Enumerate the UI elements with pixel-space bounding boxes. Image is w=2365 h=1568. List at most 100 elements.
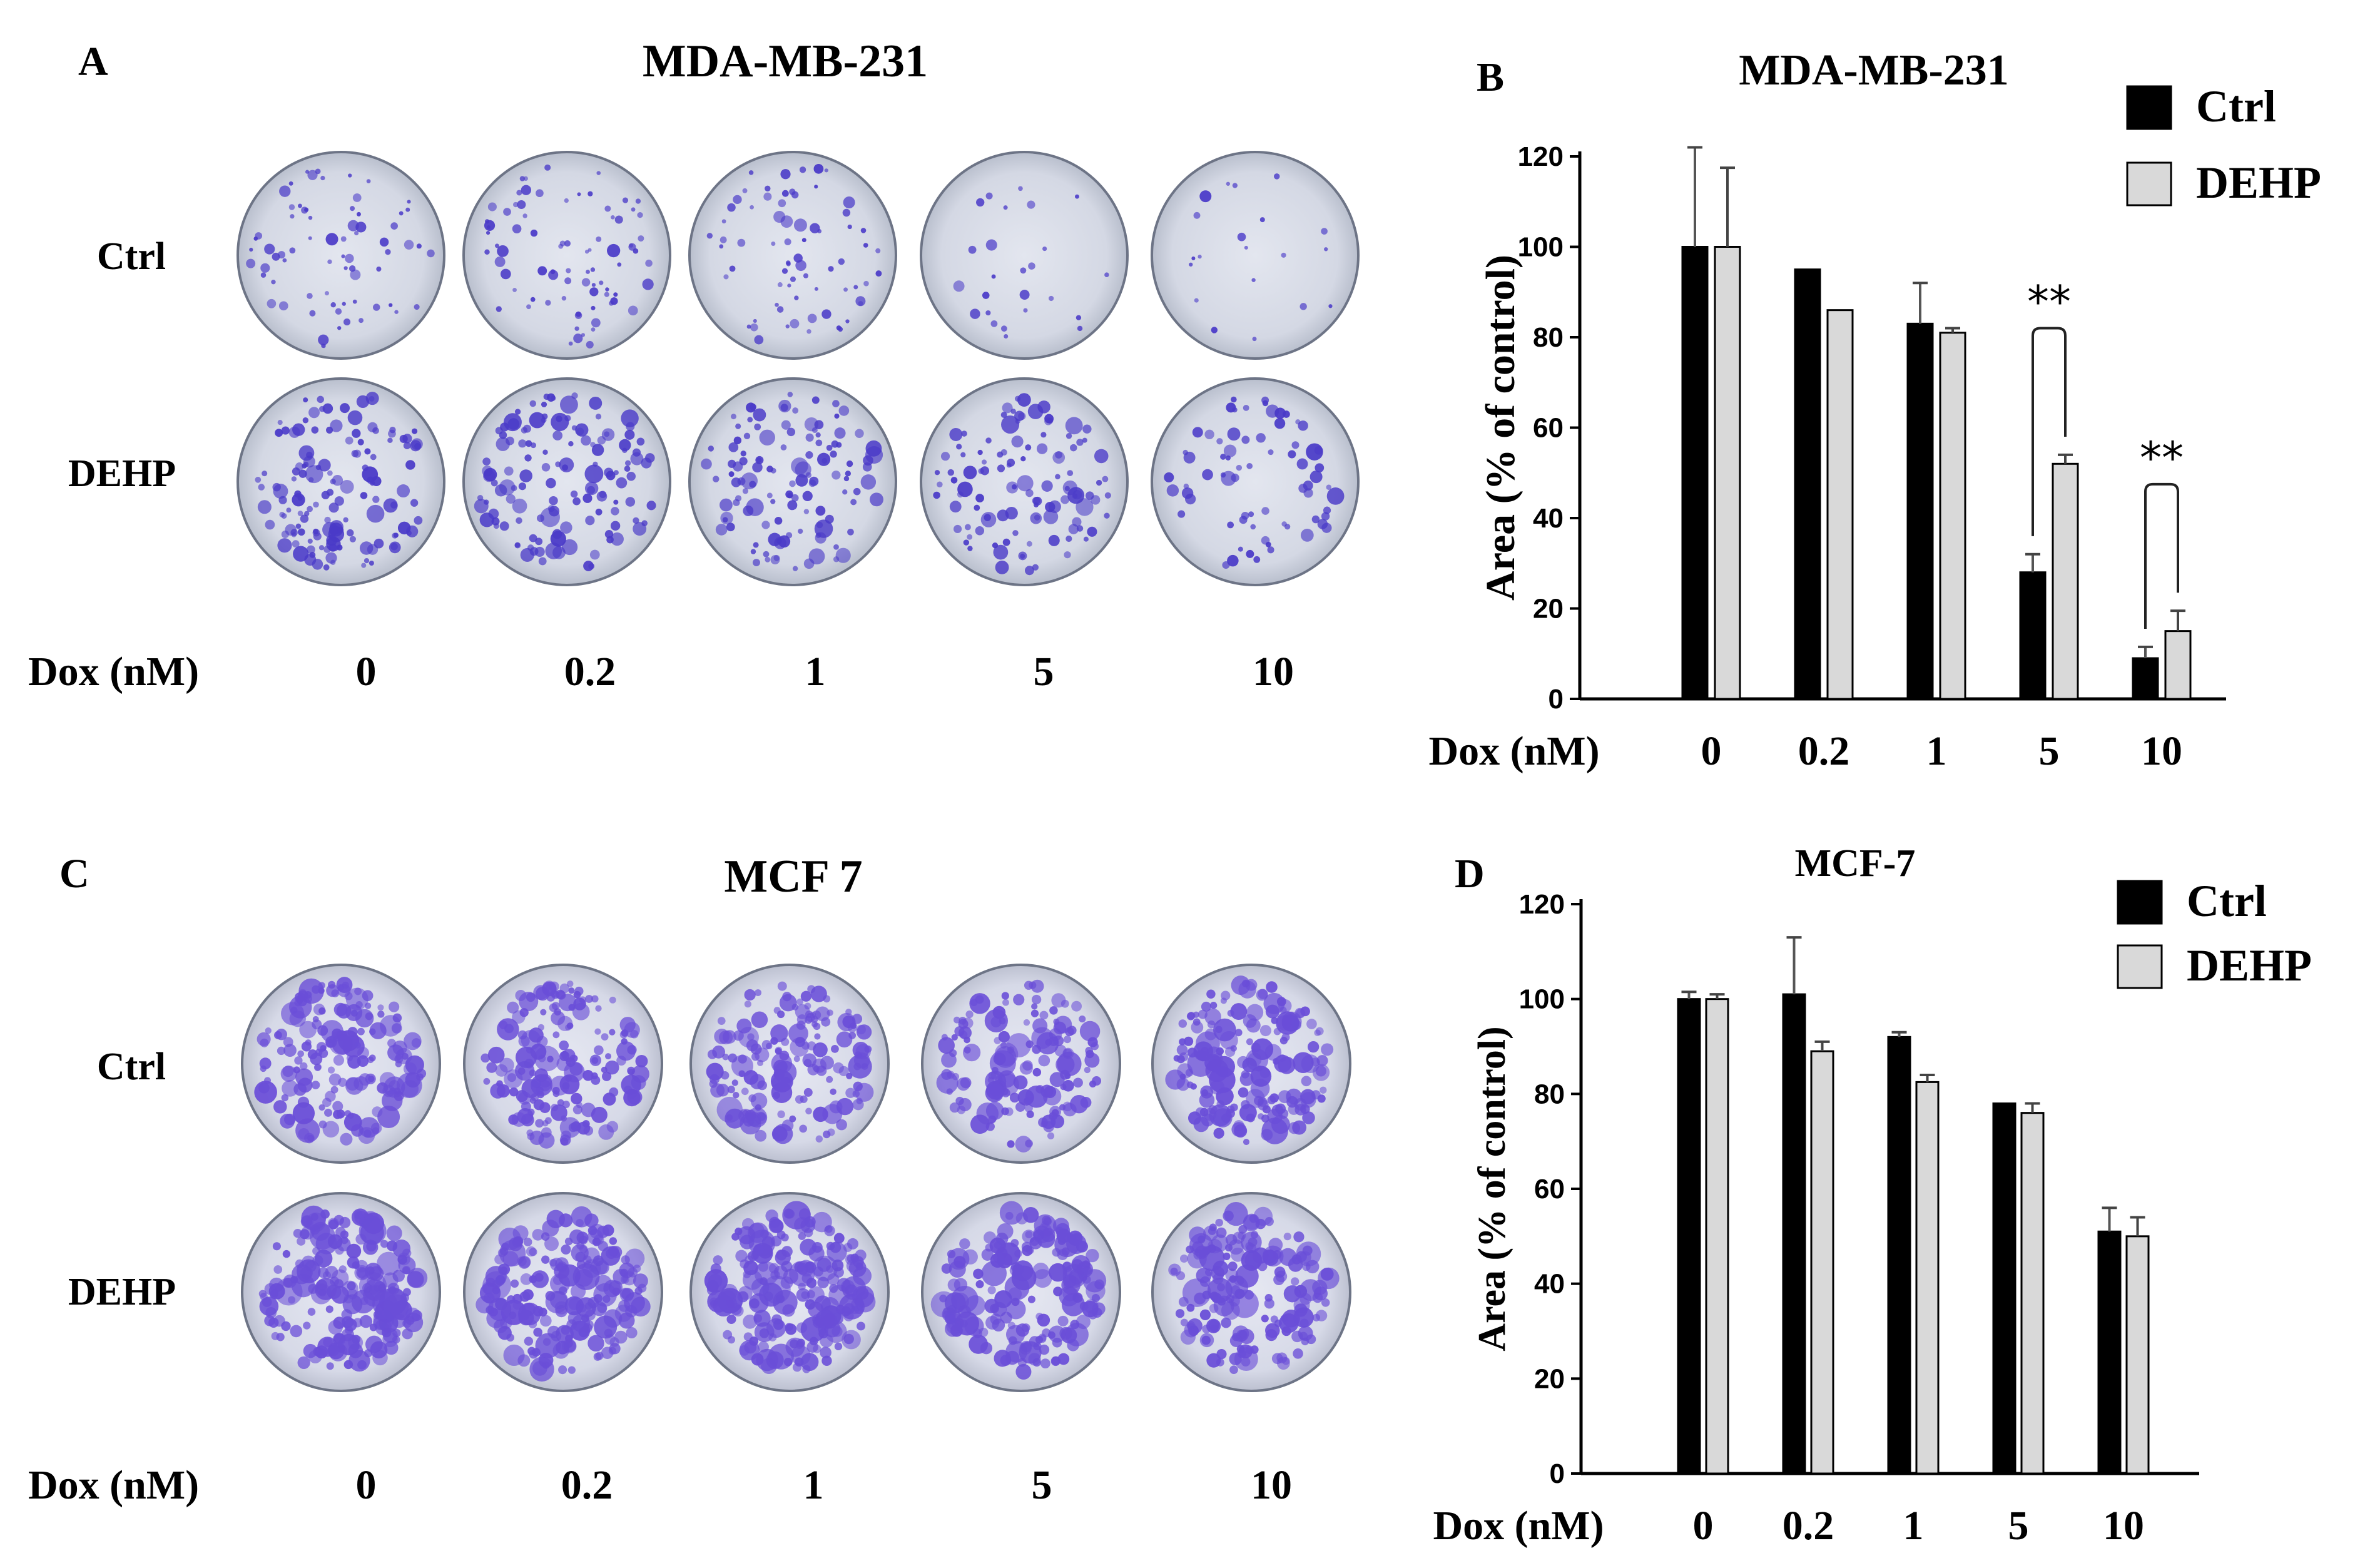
colony — [290, 1325, 303, 1338]
colony — [773, 1091, 780, 1099]
colony — [1036, 443, 1048, 454]
colony — [786, 427, 796, 437]
colony — [531, 1093, 539, 1102]
colony — [516, 517, 522, 524]
colony — [990, 1253, 1005, 1268]
chart-b-ytick-label: 60 — [1533, 413, 1564, 444]
colony — [743, 1315, 757, 1329]
colony — [539, 1315, 552, 1327]
colony — [1066, 535, 1072, 542]
colony — [582, 1070, 594, 1081]
colony — [581, 333, 586, 337]
colony — [815, 432, 821, 438]
colony — [842, 489, 848, 495]
colony — [324, 1108, 333, 1117]
colony — [1053, 1018, 1060, 1025]
colony — [292, 540, 300, 548]
colony — [405, 1055, 424, 1074]
colony — [806, 1341, 818, 1353]
colony — [1000, 1355, 1012, 1366]
colony — [841, 1306, 852, 1316]
colony — [833, 1233, 845, 1244]
colony — [301, 1205, 327, 1231]
colony — [1291, 1019, 1302, 1030]
colony — [824, 1225, 835, 1236]
colony — [568, 440, 574, 447]
colony — [940, 452, 950, 461]
colony — [272, 482, 282, 492]
colony — [735, 1250, 748, 1263]
plate-dish — [1151, 151, 1360, 360]
colony — [555, 461, 561, 467]
colony — [604, 1060, 619, 1075]
colony — [610, 297, 618, 305]
colony — [1039, 1344, 1050, 1355]
colony — [506, 494, 516, 504]
colony — [1303, 480, 1313, 491]
colony — [525, 440, 532, 447]
colony — [516, 190, 522, 196]
colony — [803, 273, 808, 278]
colony — [327, 1066, 335, 1074]
colony — [985, 437, 992, 444]
colony — [360, 492, 368, 499]
colony — [576, 1102, 583, 1109]
colony — [297, 495, 303, 501]
colony — [624, 460, 631, 466]
colony — [427, 249, 435, 258]
colony — [1232, 183, 1238, 188]
colony — [1041, 480, 1053, 492]
colony — [330, 478, 336, 485]
colony — [1039, 1011, 1049, 1020]
colony — [1020, 456, 1026, 462]
colony — [1225, 1234, 1238, 1246]
colony — [255, 476, 262, 483]
colony — [1231, 473, 1239, 482]
colony — [534, 1273, 544, 1282]
colony — [780, 169, 791, 180]
colony — [715, 524, 728, 536]
colony — [404, 240, 414, 250]
colony — [1283, 1233, 1291, 1241]
colony — [646, 501, 656, 511]
colony — [632, 448, 641, 457]
colony — [1028, 262, 1035, 270]
colony — [1189, 262, 1193, 267]
colony — [638, 235, 644, 242]
colony — [828, 266, 834, 272]
colony — [1231, 1285, 1241, 1295]
colony — [815, 1309, 836, 1330]
colony — [790, 276, 796, 282]
colony — [997, 464, 1005, 472]
colony — [1047, 1132, 1055, 1139]
colony — [595, 508, 603, 516]
colony — [293, 1082, 307, 1096]
colony — [951, 1034, 958, 1041]
colony — [990, 320, 998, 327]
colony — [976, 198, 985, 207]
colony — [1321, 228, 1328, 235]
colony — [295, 1118, 320, 1143]
colony — [804, 417, 819, 432]
colony — [578, 1304, 587, 1313]
colony — [292, 467, 300, 476]
colony — [626, 1326, 638, 1339]
colony — [781, 1037, 790, 1046]
colony — [1315, 1027, 1324, 1036]
colony — [809, 1011, 816, 1019]
colony — [506, 436, 514, 445]
colony — [317, 1348, 327, 1359]
colony — [491, 479, 498, 487]
colony — [278, 301, 288, 311]
colony — [527, 1133, 535, 1141]
colony — [333, 1054, 345, 1066]
colony — [750, 549, 756, 554]
colony — [845, 471, 851, 477]
colony — [521, 185, 532, 195]
colony — [756, 1059, 764, 1066]
colony — [529, 534, 537, 542]
colony — [477, 494, 484, 501]
colony — [1239, 1104, 1257, 1122]
colony — [1300, 1104, 1310, 1114]
colony — [961, 430, 967, 437]
